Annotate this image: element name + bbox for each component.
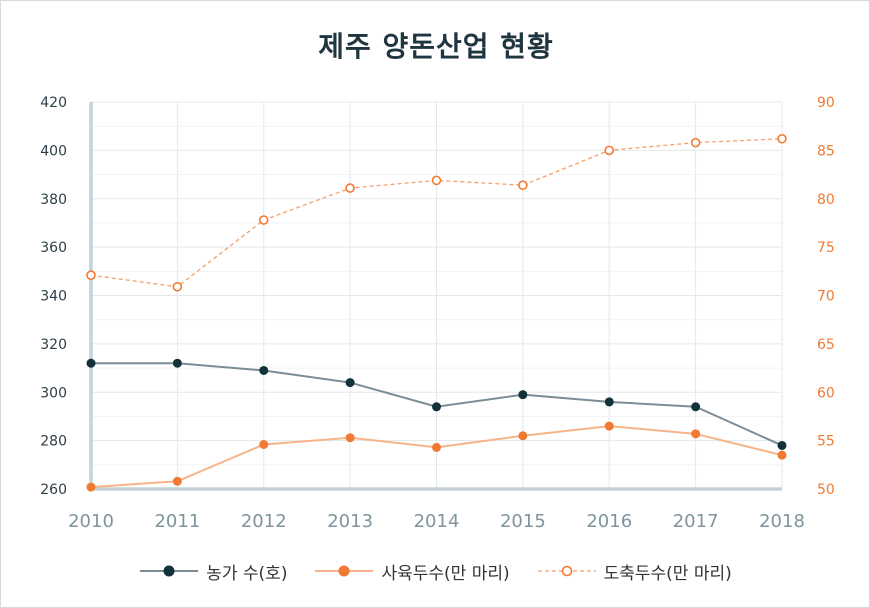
series-slaughtered-point: [777, 133, 787, 144]
series-farms-point: [777, 440, 787, 450]
series-raised-point: [777, 450, 787, 460]
y-tick-label-right: 70: [817, 289, 835, 305]
series-farms-point: [518, 390, 528, 400]
y-tick-label-left: 340: [40, 289, 67, 305]
series-slaughtered-line: [90, 138, 783, 288]
y-tick-label-right: 65: [817, 337, 835, 353]
series-raised-point: [345, 433, 355, 443]
y-tick-label-right: 90: [817, 95, 835, 111]
series-farms-point: [604, 397, 614, 407]
x-tick-label: 2011: [154, 511, 200, 532]
series-slaughtered-point: [345, 183, 355, 193]
x-tick-label: 2017: [673, 511, 719, 532]
legend-swatch-raised: [315, 565, 374, 577]
x-tick-label: 2012: [241, 511, 287, 532]
x-tick-label: 2016: [586, 511, 632, 532]
x-tick-label: 2013: [327, 511, 373, 532]
series-farms-point: [172, 358, 182, 368]
series-farms-point: [345, 378, 355, 388]
series-slaughtered-point: [86, 270, 96, 280]
y-tick-label-right: 50: [817, 482, 835, 498]
legend-item-raised[interactable]: 사육두수(만 마리): [315, 559, 510, 584]
y-tick-label-left: 400: [40, 143, 67, 159]
y-tick-label-left: 260: [40, 482, 67, 498]
y-tick-label-left: 380: [40, 192, 67, 208]
series-raised-point: [86, 482, 96, 492]
series-slaughtered-point: [258, 215, 269, 225]
x-tick-label: 2015: [500, 511, 546, 532]
series-slaughtered-point: [431, 175, 442, 186]
legend-label-slaughtered: 도축두수(만 마리): [603, 563, 732, 584]
chart-plot: 260 280 300 320 340 360 380 400 420 50 55 60 65 70 75 8…: [40, 95, 835, 532]
legend-swatch-farms: [140, 565, 199, 577]
y-tick-label-left: 280: [40, 434, 67, 450]
y-tick-label-left: 320: [40, 337, 67, 353]
y-tick-label-left: 360: [40, 240, 67, 256]
series-slaughtered-point: [518, 180, 528, 191]
y-tick-label-right: 75: [817, 240, 835, 256]
series-slaughtered-point: [172, 281, 183, 292]
y-tick-label-right: 60: [817, 385, 835, 401]
legend-swatch-slaughtered: [537, 565, 596, 577]
chart-title: 제주 양돈산업 현황: [318, 30, 554, 63]
x-tick-label: 2010: [68, 511, 114, 532]
y-tick-label-left: 300: [40, 385, 67, 401]
series-raised-point: [259, 439, 269, 449]
series-farms-point: [86, 358, 96, 368]
series-farms-point: [691, 402, 701, 412]
series-raised-point: [604, 421, 614, 431]
series-raised-point: [172, 476, 182, 486]
y-tick-label-right: 85: [817, 143, 835, 159]
legend-label-raised: 사육두수(만 마리): [381, 563, 510, 584]
y-tick-label-right: 80: [817, 192, 835, 208]
series-slaughtered-point: [690, 137, 701, 148]
series-raised-point: [518, 431, 528, 441]
legend-item-slaughtered[interactable]: 도축두수(만 마리): [537, 559, 732, 584]
chart-legend: 농가 수(호) 사육두수(만 마리) 도축두수(만 마리): [1, 557, 870, 585]
y-tick-label-left: 420: [40, 95, 67, 111]
series-raised-point: [432, 442, 441, 452]
x-tick-label: 2014: [414, 511, 460, 532]
y-tick-label-right: 55: [817, 434, 835, 450]
series-slaughtered-point: [604, 145, 615, 156]
x-tick-label: 2018: [759, 511, 805, 532]
series-raised-point: [691, 429, 701, 439]
legend-item-farms[interactable]: 농가 수(호): [140, 559, 287, 584]
series-farms-point: [259, 365, 269, 375]
series-farms-point: [432, 402, 441, 412]
legend-label-farms: 농가 수(호): [206, 563, 288, 584]
